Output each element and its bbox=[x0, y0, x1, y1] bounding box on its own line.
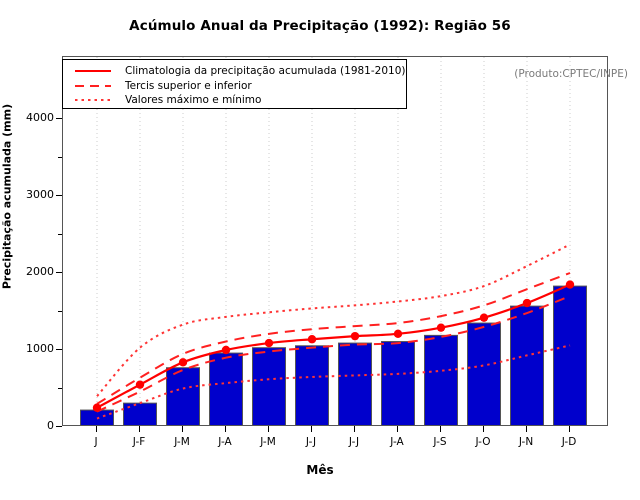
x-axis-tick-mark bbox=[268, 426, 269, 432]
x-axis-tick-label: J-O bbox=[475, 436, 491, 448]
legend-label-maxmin: Valores máximo e mínimo bbox=[125, 94, 262, 107]
y-axis-tick-mark bbox=[56, 272, 62, 273]
x-axis-tick-label: J-M bbox=[260, 436, 276, 448]
legend-item-terciles: Tercis superior e inferior bbox=[63, 79, 406, 94]
y-axis-tick-label: 2000 bbox=[26, 265, 54, 278]
legend-item-climatology: Climatologia da precipitação acumulada (… bbox=[63, 64, 406, 79]
legend-label-terciles: Tercis superior e inferior bbox=[125, 79, 252, 92]
legend-swatch-solid-line bbox=[71, 65, 119, 77]
x-axis-tick-mark bbox=[354, 426, 355, 432]
x-axis-tick-label: J-A bbox=[390, 436, 404, 448]
x-axis-tick-label: J-D bbox=[561, 436, 577, 448]
x-axis-tick-label: J-S bbox=[433, 436, 447, 448]
plot-canvas bbox=[80, 57, 587, 425]
climatology-markers bbox=[92, 280, 575, 412]
y-axis-tick-label: 1000 bbox=[26, 342, 54, 355]
x-axis-tick-mark bbox=[139, 426, 140, 432]
x-axis-title: Mês bbox=[306, 463, 334, 477]
x-axis-tick-label: J-J bbox=[348, 436, 360, 448]
x-axis-tick-label: J-M bbox=[174, 436, 190, 448]
legend-label-climatology: Climatologia da precipitação acumulada (… bbox=[125, 65, 406, 78]
x-axis-tick-mark bbox=[569, 426, 570, 432]
y-axis-tick-label: 4000 bbox=[26, 111, 54, 124]
x-axis-tick-label: J-J bbox=[305, 436, 317, 448]
chart-title: Acúmulo Anual da Precipitação (1992): Re… bbox=[129, 18, 511, 34]
x-axis-tick-mark bbox=[311, 426, 312, 432]
lower-tercile-curve bbox=[96, 295, 571, 413]
x-axis-tick-label: J-F bbox=[132, 436, 146, 448]
x-axis-tick-mark bbox=[182, 426, 183, 432]
x-axis-tick-mark bbox=[225, 426, 226, 432]
x-axis-tick-mark bbox=[397, 426, 398, 432]
x-axis-tick-label: J-N bbox=[518, 436, 534, 448]
legend-item-maxmin: Valores máximo e mínimo bbox=[63, 93, 406, 108]
producer-annotation: (Produto:CPTEC/INPE) bbox=[514, 68, 628, 80]
legend: Climatologia da precipitação acumulada (… bbox=[62, 59, 407, 109]
y-axis-tick-label: 3000 bbox=[26, 188, 54, 201]
x-axis-tick-label: J-A bbox=[218, 436, 232, 448]
legend-swatch-dotted-line bbox=[71, 94, 119, 106]
y-axis-tick-mark bbox=[56, 349, 62, 350]
y-axis-tick-mark bbox=[56, 426, 62, 427]
y-axis-title: Precipitação acumulada (mm) bbox=[0, 103, 14, 290]
y-axis-minor-tick-mark bbox=[58, 233, 62, 235]
y-axis-tick-label: 0 bbox=[47, 419, 54, 432]
gridlines bbox=[96, 57, 571, 425]
bar-series bbox=[80, 285, 587, 425]
min-value-curve bbox=[96, 344, 571, 420]
y-axis-minor-tick-mark bbox=[58, 387, 62, 389]
x-axis-tick-mark bbox=[483, 426, 484, 432]
y-axis-minor-tick-mark bbox=[58, 156, 62, 158]
x-axis-tick-mark bbox=[440, 426, 441, 432]
y-axis-minor-tick-mark bbox=[58, 310, 62, 312]
upper-tercile-curve bbox=[96, 272, 571, 405]
y-axis-tick-mark bbox=[56, 195, 62, 196]
legend-swatch-dashed-line bbox=[71, 80, 119, 92]
x-axis-tick-mark bbox=[96, 426, 97, 432]
x-axis-tick-label: J bbox=[94, 436, 98, 448]
x-axis-tick-mark bbox=[526, 426, 527, 432]
plot-area bbox=[62, 56, 608, 426]
y-axis-tick-mark bbox=[56, 118, 62, 119]
max-value-curve bbox=[96, 243, 571, 397]
